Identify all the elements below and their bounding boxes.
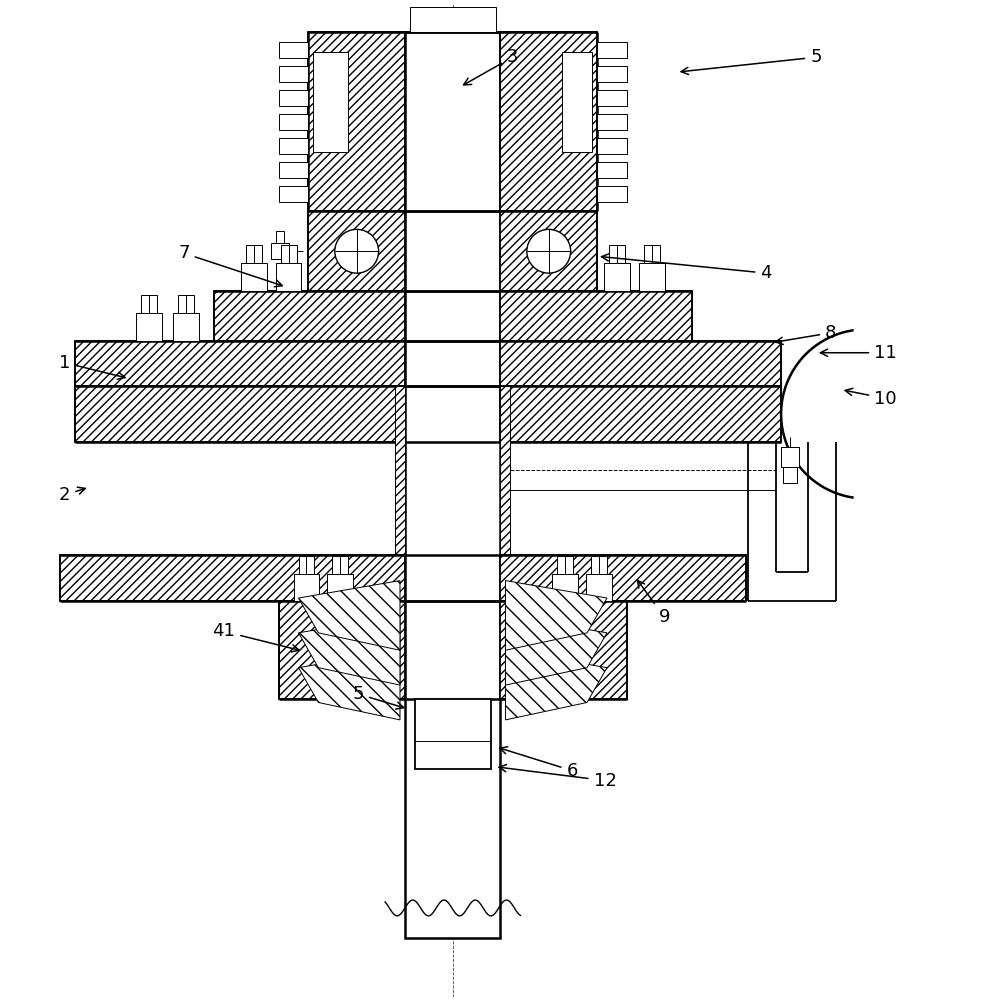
Polygon shape: [246, 245, 261, 263]
Polygon shape: [500, 386, 780, 442]
Polygon shape: [780, 447, 798, 467]
Circle shape: [334, 229, 378, 273]
Polygon shape: [505, 581, 606, 650]
Polygon shape: [500, 211, 596, 291]
Polygon shape: [414, 699, 490, 769]
Polygon shape: [278, 138, 308, 154]
Polygon shape: [278, 186, 308, 202]
Text: 11: 11: [820, 344, 896, 362]
Polygon shape: [173, 313, 199, 341]
Polygon shape: [278, 114, 308, 130]
Polygon shape: [313, 52, 348, 152]
Polygon shape: [332, 556, 348, 574]
Polygon shape: [410, 7, 495, 32]
Polygon shape: [557, 556, 573, 574]
Polygon shape: [141, 295, 157, 313]
Polygon shape: [275, 231, 283, 243]
Polygon shape: [500, 32, 596, 211]
Polygon shape: [75, 386, 405, 442]
Polygon shape: [638, 263, 664, 291]
Polygon shape: [280, 245, 296, 263]
Polygon shape: [298, 556, 314, 574]
Polygon shape: [75, 341, 405, 386]
Text: 4: 4: [600, 254, 771, 282]
Polygon shape: [298, 581, 400, 650]
Polygon shape: [60, 555, 405, 601]
Text: 6: 6: [499, 747, 578, 780]
Text: 2: 2: [59, 486, 85, 504]
Circle shape: [527, 229, 571, 273]
Polygon shape: [278, 90, 308, 106]
Polygon shape: [298, 650, 400, 720]
Polygon shape: [596, 66, 626, 82]
Polygon shape: [500, 386, 510, 555]
Polygon shape: [275, 263, 301, 291]
Polygon shape: [308, 32, 405, 211]
Polygon shape: [178, 295, 194, 313]
Polygon shape: [585, 574, 611, 601]
Polygon shape: [596, 90, 626, 106]
Polygon shape: [590, 556, 606, 574]
Polygon shape: [298, 615, 400, 685]
Text: 9: 9: [637, 580, 670, 626]
Polygon shape: [278, 601, 405, 699]
Polygon shape: [500, 555, 746, 601]
Text: 3: 3: [463, 48, 518, 85]
Polygon shape: [596, 114, 626, 130]
Text: 12: 12: [498, 765, 615, 790]
Polygon shape: [782, 467, 796, 483]
Polygon shape: [562, 52, 591, 152]
Text: 10: 10: [844, 388, 896, 408]
Polygon shape: [270, 243, 288, 259]
Text: 7: 7: [178, 244, 282, 287]
Polygon shape: [278, 66, 308, 82]
Polygon shape: [596, 162, 626, 178]
Polygon shape: [395, 386, 405, 555]
Polygon shape: [552, 574, 578, 601]
Polygon shape: [308, 211, 405, 291]
Polygon shape: [136, 313, 162, 341]
Polygon shape: [643, 245, 659, 263]
Polygon shape: [327, 574, 353, 601]
Text: 1: 1: [59, 354, 125, 379]
Polygon shape: [241, 263, 266, 291]
Polygon shape: [608, 245, 624, 263]
Text: 8: 8: [774, 324, 836, 344]
Polygon shape: [500, 601, 626, 699]
Text: 5: 5: [680, 48, 821, 74]
Polygon shape: [278, 162, 308, 178]
Polygon shape: [405, 32, 500, 938]
Polygon shape: [505, 650, 606, 720]
Polygon shape: [278, 42, 308, 58]
Polygon shape: [293, 574, 319, 601]
Polygon shape: [596, 138, 626, 154]
Polygon shape: [500, 341, 780, 386]
Polygon shape: [603, 263, 629, 291]
Polygon shape: [596, 186, 626, 202]
Text: 5: 5: [352, 685, 404, 709]
Polygon shape: [500, 291, 691, 341]
Polygon shape: [505, 615, 606, 685]
Polygon shape: [596, 42, 626, 58]
Polygon shape: [214, 291, 405, 341]
Text: 41: 41: [213, 622, 299, 652]
